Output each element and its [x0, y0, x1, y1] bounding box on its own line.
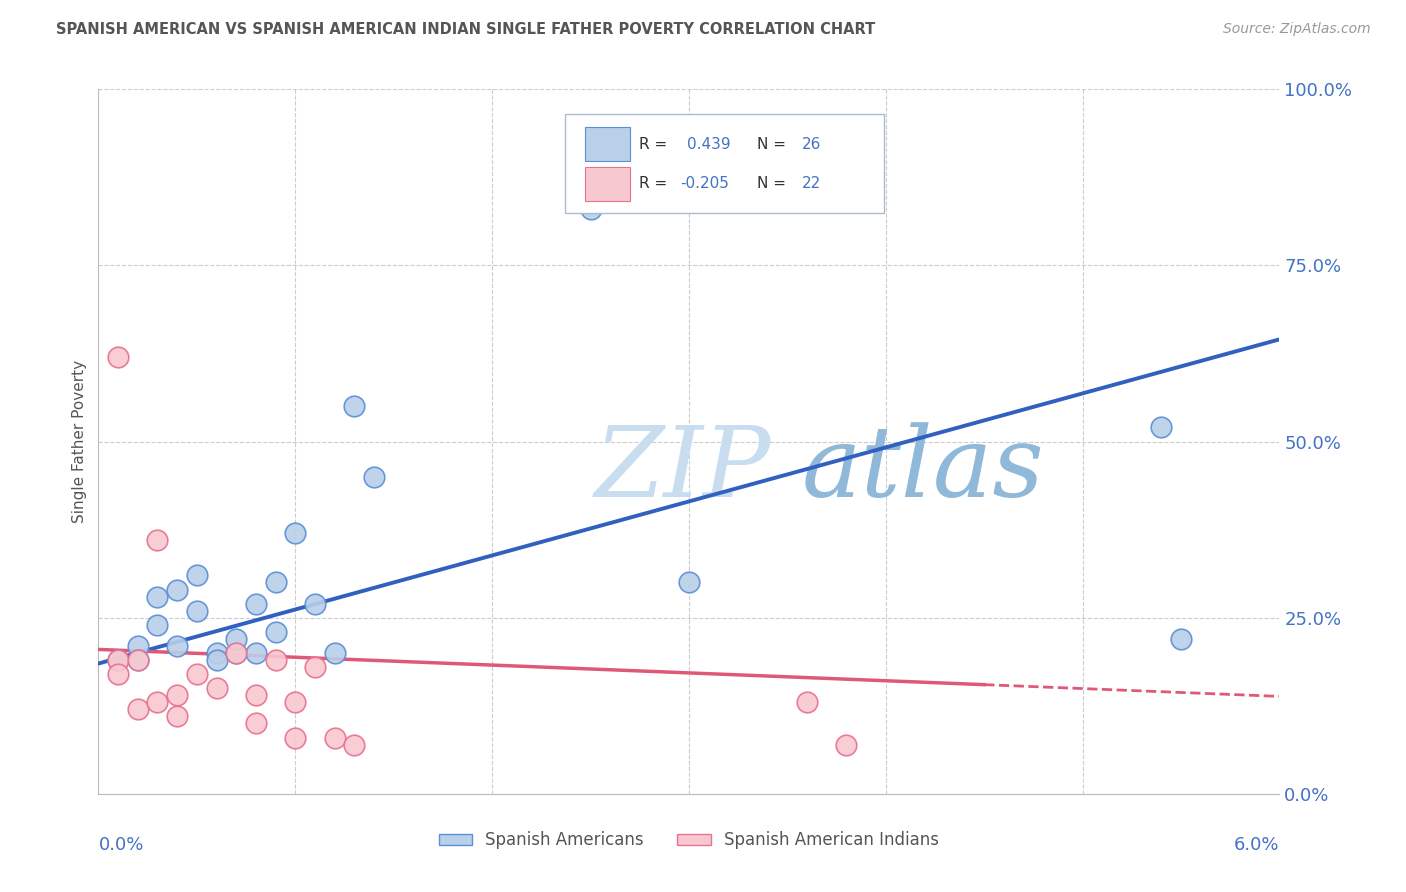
Point [363, 469, 385, 483]
Text: R =: R = [640, 136, 678, 152]
Point [343, 738, 366, 752]
Point [343, 399, 366, 413]
Point [245, 688, 267, 702]
Point [284, 695, 307, 709]
Point [166, 639, 188, 653]
Text: ZIP: ZIP [595, 422, 770, 517]
Point [245, 597, 267, 611]
Point [107, 653, 129, 667]
Legend: Spanish Americans, Spanish American Indians: Spanish Americans, Spanish American Indi… [432, 825, 946, 856]
Point [205, 646, 228, 660]
Point [127, 653, 149, 667]
Point [186, 604, 208, 618]
Point [678, 575, 700, 590]
Text: 26: 26 [803, 136, 821, 152]
Point [166, 709, 188, 723]
FancyBboxPatch shape [565, 114, 884, 212]
Text: 0.0%: 0.0% [98, 836, 143, 855]
Point [1150, 420, 1173, 434]
Point [264, 575, 287, 590]
Text: N =: N = [758, 136, 792, 152]
Point [225, 646, 247, 660]
Point [304, 597, 326, 611]
Text: 6.0%: 6.0% [1234, 836, 1279, 855]
Point [245, 646, 267, 660]
Point [1170, 632, 1192, 646]
Point [323, 646, 346, 660]
Point [186, 667, 208, 681]
Text: N =: N = [758, 176, 792, 191]
FancyBboxPatch shape [585, 167, 630, 201]
Point [205, 681, 228, 696]
Point [225, 632, 247, 646]
Point [127, 653, 149, 667]
Point [796, 695, 818, 709]
Text: Source: ZipAtlas.com: Source: ZipAtlas.com [1223, 22, 1371, 37]
Text: atlas: atlas [801, 422, 1043, 517]
Point [107, 667, 129, 681]
Point [107, 653, 129, 667]
Point [146, 590, 169, 604]
Text: -0.205: -0.205 [681, 176, 730, 191]
Point [146, 533, 169, 548]
Point [127, 702, 149, 716]
Point [146, 617, 169, 632]
Point [107, 350, 129, 364]
Text: SPANISH AMERICAN VS SPANISH AMERICAN INDIAN SINGLE FATHER POVERTY CORRELATION CH: SPANISH AMERICAN VS SPANISH AMERICAN IND… [56, 22, 876, 37]
Point [284, 526, 307, 541]
Point [146, 695, 169, 709]
Point [166, 582, 188, 597]
Point [166, 688, 188, 702]
Point [186, 568, 208, 582]
Point [323, 731, 346, 745]
Text: 0.439: 0.439 [686, 136, 730, 152]
Point [127, 639, 149, 653]
Point [835, 738, 858, 752]
Point [579, 202, 602, 216]
Y-axis label: Single Father Poverty: Single Father Poverty [72, 360, 87, 523]
Text: 22: 22 [803, 176, 821, 191]
Point [304, 660, 326, 674]
Text: R =: R = [640, 176, 672, 191]
Point [245, 716, 267, 731]
Point [284, 731, 307, 745]
Point [205, 653, 228, 667]
Point [225, 646, 247, 660]
FancyBboxPatch shape [585, 128, 630, 161]
Point [264, 653, 287, 667]
Point [264, 624, 287, 639]
